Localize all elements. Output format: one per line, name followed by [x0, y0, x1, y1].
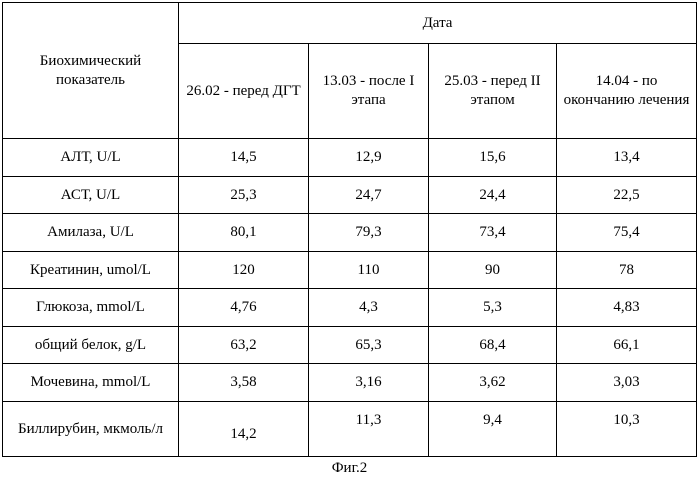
cell-value: 4,76	[179, 289, 309, 327]
cell-value: 80,1	[179, 214, 309, 252]
indicator-header: Биохимический показатель	[3, 3, 179, 139]
date-header: Дата	[179, 3, 697, 44]
row-label: Глюкоза, mmol/L	[3, 289, 179, 327]
cell-value: 10,3	[557, 402, 697, 457]
cell-value: 9,4	[429, 402, 557, 457]
cell-value: 3,58	[179, 364, 309, 402]
cell-value: 15,6	[429, 139, 557, 177]
date-col-4: 14.04 - по окончанию лечения	[557, 44, 697, 139]
cell-value: 75,4	[557, 214, 697, 252]
table-row: Амилаза, U/L 80,1 79,3 73,4 75,4	[3, 214, 697, 252]
header-row-date: Биохимический показатель Дата	[3, 3, 697, 44]
row-label: общий белок, g/L	[3, 327, 179, 364]
row-label: Амилаза, U/L	[3, 214, 179, 252]
cell-value: 79,3	[309, 214, 429, 252]
row-label: Креатинин, umol/L	[3, 252, 179, 289]
cell-value: 4,83	[557, 289, 697, 327]
cell-value: 68,4	[429, 327, 557, 364]
cell-value: 13,4	[557, 139, 697, 177]
cell-value: 90	[429, 252, 557, 289]
table-row: Креатинин, umol/L 120 110 90 78	[3, 252, 697, 289]
table-row: АЛТ, U/L 14,5 12,9 15,6 13,4	[3, 139, 697, 177]
cell-value: 73,4	[429, 214, 557, 252]
biochemistry-table: Биохимический показатель Дата 26.02 - пе…	[2, 2, 697, 457]
cell-value: 12,9	[309, 139, 429, 177]
figure-caption: Фиг.2	[0, 459, 699, 477]
cell-value: 110	[309, 252, 429, 289]
cell-value: 4,3	[309, 289, 429, 327]
cell-value: 14,5	[179, 139, 309, 177]
table-row: Биллирубин, мкмоль/л 14,2 11,3 9,4 10,3	[3, 402, 697, 457]
row-label: Мочевина, mmol/L	[3, 364, 179, 402]
date-col-3: 25.03 - перед II этапом	[429, 44, 557, 139]
cell-value: 65,3	[309, 327, 429, 364]
table-row: Глюкоза, mmol/L 4,76 4,3 5,3 4,83	[3, 289, 697, 327]
cell-value: 24,7	[309, 177, 429, 214]
cell-value: 24,4	[429, 177, 557, 214]
cell-value: 3,03	[557, 364, 697, 402]
cell-value: 22,5	[557, 177, 697, 214]
table-row: АСТ, U/L 25,3 24,7 24,4 22,5	[3, 177, 697, 214]
date-col-1: 26.02 - перед ДГТ	[179, 44, 309, 139]
cell-value: 3,62	[429, 364, 557, 402]
cell-value: 78	[557, 252, 697, 289]
table-row: Мочевина, mmol/L 3,58 3,16 3,62 3,03	[3, 364, 697, 402]
row-label: АСТ, U/L	[3, 177, 179, 214]
cell-value: 5,3	[429, 289, 557, 327]
cell-value: 3,16	[309, 364, 429, 402]
row-label: АЛТ, U/L	[3, 139, 179, 177]
date-col-2: 13.03 - после I этапа	[309, 44, 429, 139]
cell-value: 11,3	[309, 402, 429, 457]
cell-value: 66,1	[557, 327, 697, 364]
cell-value: 14,2	[179, 402, 309, 457]
cell-value: 63,2	[179, 327, 309, 364]
cell-value: 25,3	[179, 177, 309, 214]
table-row: общий белок, g/L 63,2 65,3 68,4 66,1	[3, 327, 697, 364]
cell-value: 120	[179, 252, 309, 289]
row-label: Биллирубин, мкмоль/л	[3, 402, 179, 457]
